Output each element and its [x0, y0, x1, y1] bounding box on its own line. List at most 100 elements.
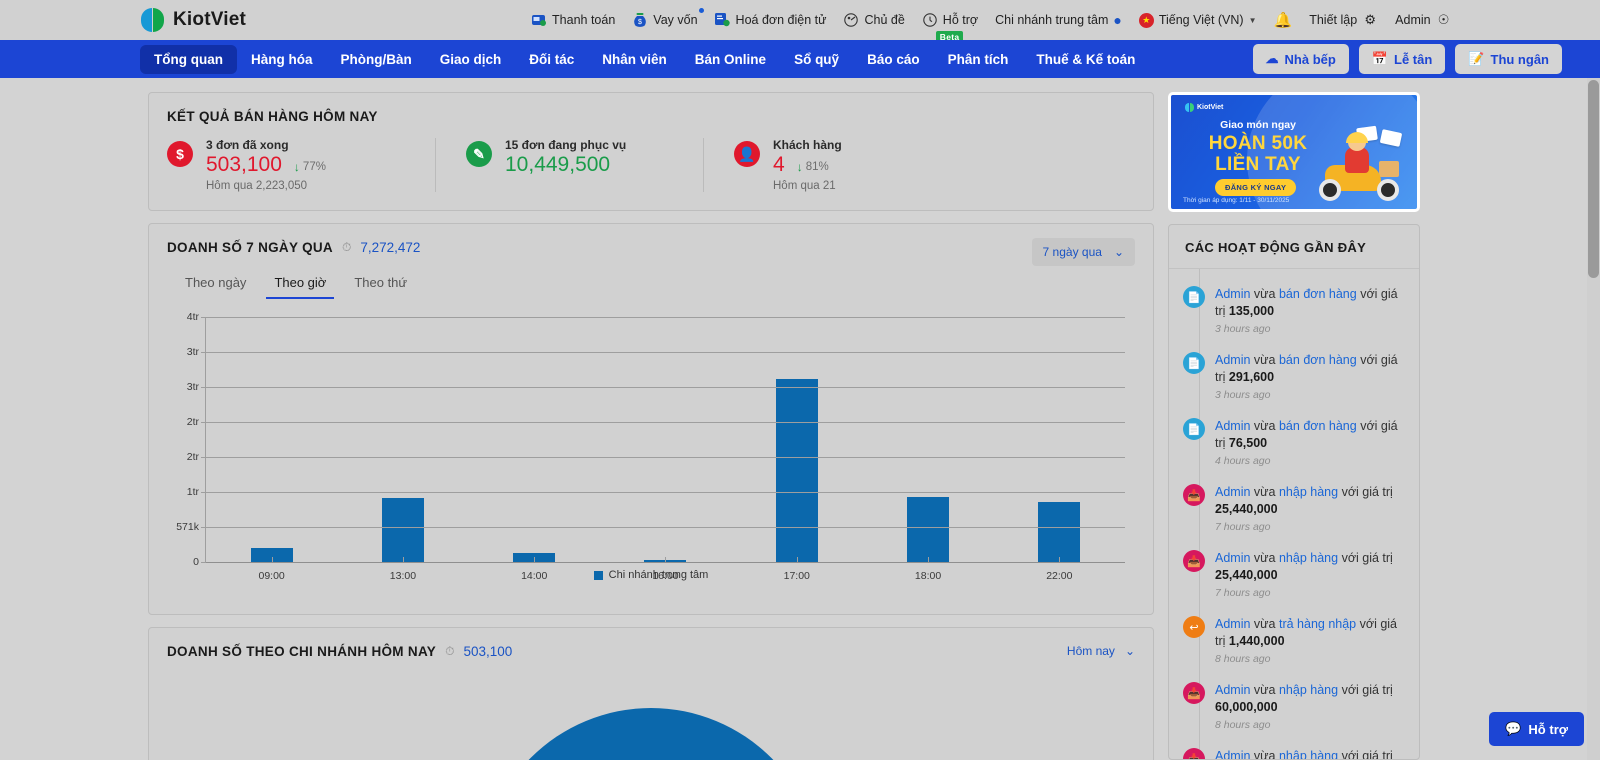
kpi-label: Khách hàng: [773, 138, 842, 152]
chart-range-selector[interactable]: 7 ngày qua ⌄: [1031, 238, 1135, 266]
activities-title: CÁC HOẠT ĐỘNG GẦN ĐÂY: [1169, 225, 1419, 269]
nav-doi-tac[interactable]: Đối tác: [529, 51, 575, 67]
settings-label: Thiết lập: [1309, 13, 1358, 27]
location-pin-icon: ●: [1113, 12, 1122, 28]
import-icon: 📥: [1183, 682, 1205, 704]
nav-bao-cao[interactable]: Báo cáo: [867, 51, 920, 67]
chart-bar-group[interactable]: 18:00: [862, 317, 993, 582]
activity-action: bán đơn hàng: [1278, 353, 1357, 367]
activity-user: Admin: [1215, 749, 1251, 760]
chart-bar-group[interactable]: 13:00: [337, 317, 468, 582]
user-menu[interactable]: Admin ☉: [1395, 12, 1451, 28]
activity-item[interactable]: 📄 Admin vừa bán đơn hàng với giá trị 291,…: [1169, 347, 1419, 413]
chart-bar[interactable]: [775, 379, 818, 562]
nav-nhan-vien[interactable]: Nhân viên: [602, 51, 667, 67]
banner-cta-button[interactable]: ĐĂNG KÝ NGAY: [1215, 179, 1297, 196]
top-item-chu-de[interactable]: Chủ đề: [843, 12, 905, 28]
x-axis-tick: 16:00: [652, 570, 679, 582]
activity-amount: 76,500: [1228, 436, 1268, 450]
settings-button[interactable]: Thiết lập ⚙: [1309, 12, 1378, 28]
activity-item[interactable]: 📥 Admin vừa nhập hàng với giá trị 25,440,…: [1169, 545, 1419, 611]
chart-bar-group[interactable]: 16:00: [600, 317, 731, 582]
x-axis-tickmark: [928, 557, 930, 562]
nha-bep-button[interactable]: ☁ Nhà bếp: [1252, 44, 1349, 74]
top-item-vay-von[interactable]: $ Vay vốn: [632, 8, 704, 28]
y-axis-tickmark: [201, 492, 206, 493]
tab-theo-ngay[interactable]: Theo ngày: [185, 275, 247, 290]
activity-amount: 1,440,000: [1228, 634, 1285, 648]
brand-logo[interactable]: KiotViet: [140, 7, 246, 33]
kpi-subtext: Hôm qua 21: [773, 180, 836, 192]
chevron-down-icon: ▼: [1248, 15, 1257, 25]
x-axis-tick: 17:00: [783, 570, 810, 582]
notifications-button[interactable]: 🔔: [1274, 11, 1293, 29]
top-item-ho-tro[interactable]: Hỗ trợ Beta: [922, 12, 978, 43]
activity-verb: vừa: [1253, 749, 1276, 760]
thu-ngan-button[interactable]: 📝 Thu ngân: [1455, 44, 1562, 74]
chart-tabs: Theo ngày Theo giờ Theo thứ: [177, 269, 1135, 299]
activity-description: Admin vừa trả hàng nhập với giá trị 1,44…: [1215, 616, 1407, 650]
top-item-label: Hoá đơn điện tử: [735, 13, 827, 27]
chart-bars: 09:00 13:00 14:00 16:00 17:00 18:00 22:00: [206, 317, 1125, 582]
nav-tong-quan[interactable]: Tổng quan: [140, 44, 237, 74]
nav-giao-dich[interactable]: Giao dịch: [439, 51, 502, 67]
pie-slice-chi-nhanh-trung-tam: [481, 708, 821, 760]
tab-theo-thu[interactable]: Theo thứ: [354, 275, 408, 290]
activity-item[interactable]: 📄 Admin vừa bán đơn hàng với giá trị 76,5…: [1169, 413, 1419, 479]
nav-so-quy[interactable]: Sổ quỹ: [794, 51, 840, 67]
activity-item[interactable]: 📥 Admin vừa nhập hàng với giá trị: [1169, 743, 1419, 760]
top-item-thanh-toan[interactable]: Thanh toán: [531, 12, 615, 28]
promo-banner[interactable]: KiotViet Giao món ngay HOÀN 50K LIỀN TAY…: [1168, 92, 1420, 212]
le-tan-button[interactable]: 📅 Lễ tân: [1358, 44, 1446, 74]
activity-description: Admin vừa bán đơn hàng với giá trị 135,0…: [1215, 286, 1407, 320]
activity-item[interactable]: 📥 Admin vừa nhập hàng với giá trị 25,440,…: [1169, 479, 1419, 545]
activity-item[interactable]: 📥 Admin vừa nhập hàng với giá trị 60,000,…: [1169, 677, 1419, 743]
today-sales-result-card: KẾT QUẢ BÁN HÀNG HÔM NAY $ 3 đơn đã xong…: [148, 92, 1154, 211]
activity-amount: 135,000: [1228, 304, 1275, 318]
banner-headline: HOÀN 50K LIỀN TAY: [1189, 133, 1327, 175]
page-scrollbar-thumb[interactable]: [1588, 80, 1599, 278]
recent-activities-card: CÁC HOẠT ĐỘNG GẦN ĐÂY 📄 Admin vừa bán đơn…: [1168, 224, 1420, 760]
activity-description: Admin vừa nhập hàng với giá trị 60,000,0…: [1215, 682, 1407, 716]
top-item-hoa-don-dien-tu[interactable]: Hoá đơn điện tử: [715, 12, 827, 28]
nav-hang-hoa[interactable]: Hàng hóa: [250, 51, 313, 67]
button-label: Lễ tân: [1394, 51, 1433, 67]
x-axis-tickmark: [402, 557, 404, 562]
nav-thue-ke-toan[interactable]: Thuế & Kế toán: [1036, 51, 1136, 67]
nav-ban-online[interactable]: Bán Online: [694, 51, 767, 67]
legend-label: Chi nhánh trung tâm: [608, 569, 709, 581]
chart-bar-group[interactable]: 09:00: [206, 317, 337, 582]
main-nav: Tổng quan Hàng hóa Phòng/Bàn Giao dịch Đ…: [0, 40, 1600, 78]
chart-bar[interactable]: [381, 498, 424, 562]
activity-item[interactable]: ↩ Admin vừa trả hàng nhập với giá trị 1,4…: [1169, 611, 1419, 677]
y-axis-tick: 3tr: [186, 346, 199, 358]
activity-item[interactable]: 📄 Admin vừa bán đơn hàng với giá trị 135,…: [1169, 281, 1419, 347]
chevron-down-icon: ⌄: [1124, 644, 1135, 658]
activity-text-block: Admin vừa bán đơn hàng với giá trị 76,50…: [1215, 418, 1407, 467]
chart-bar[interactable]: [907, 497, 950, 562]
chart-bar-group[interactable]: 22:00: [994, 317, 1125, 582]
activity-action: bán đơn hàng: [1278, 287, 1357, 301]
activity-text-block: Admin vừa nhập hàng với giá trị 60,000,0…: [1215, 682, 1407, 731]
vietnam-flag-icon: ★: [1138, 12, 1154, 28]
chart-bar-group[interactable]: 14:00: [469, 317, 600, 582]
kpi-value: 4: [773, 153, 785, 176]
y-axis-tick: 2tr: [186, 451, 199, 463]
nav-phong-ban[interactable]: Phòng/Bàn: [340, 51, 412, 67]
branch-range-selector[interactable]: Hôm nay ⌄: [1067, 644, 1135, 658]
chart-bar[interactable]: [1038, 501, 1081, 562]
activity-tail: với giá trị: [1341, 749, 1393, 760]
nav-phan-tich[interactable]: Phân tích: [947, 51, 1009, 67]
activity-timestamp: 7 hours ago: [1215, 521, 1271, 533]
support-button[interactable]: 💬 Hỗ trợ: [1489, 712, 1584, 746]
language-selector[interactable]: ★ Tiếng Việt (VN) ▼: [1138, 12, 1257, 28]
y-axis-tick: 3tr: [186, 381, 199, 393]
activity-description: Admin vừa bán đơn hàng với giá trị 76,50…: [1215, 418, 1407, 452]
branch-selector[interactable]: Chi nhánh trung tâm ●: [995, 12, 1122, 28]
new-dot-badge: [698, 8, 704, 13]
activity-tail: với giá trị: [1215, 617, 1398, 648]
chart-bar[interactable]: [250, 547, 293, 562]
tab-theo-gio[interactable]: Theo giờ: [266, 269, 335, 299]
chart-range-label: 7 ngày qua: [1042, 245, 1102, 259]
chart-bar-group[interactable]: 17:00: [731, 317, 862, 582]
